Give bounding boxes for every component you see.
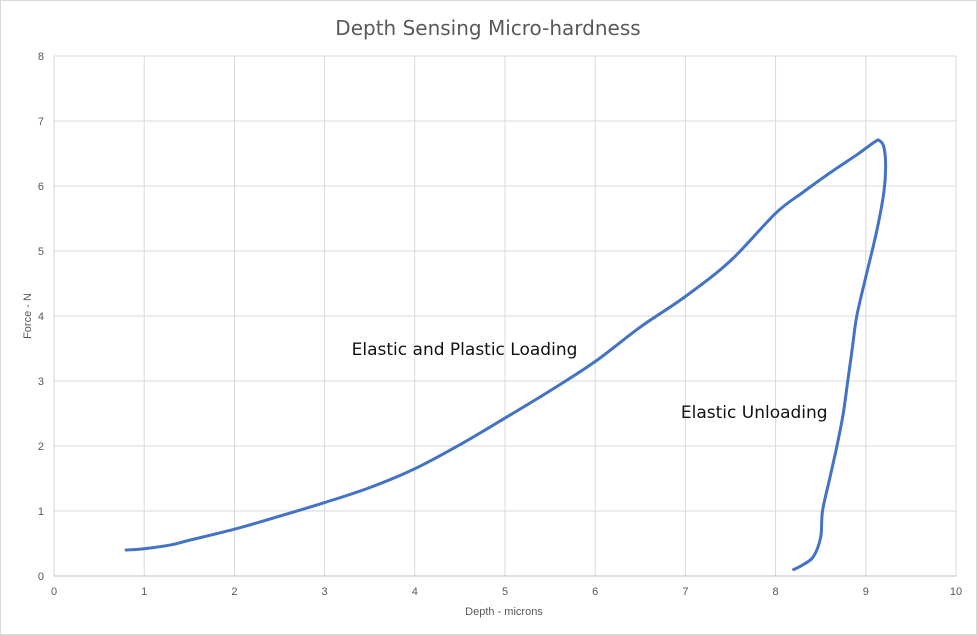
x-tick-label: 0: [51, 586, 57, 598]
x-tick-label: 2: [231, 586, 237, 598]
annotation-elastic-unloading: Elastic Unloading: [681, 403, 828, 423]
x-tick-label: 6: [592, 586, 598, 598]
y-tick-label: 8: [38, 51, 44, 63]
tick-labels: 0 1 2 3 4 5 6 7 8 9 10 0 1 2 3 4 5 6 7 8: [38, 51, 962, 598]
x-tick-label: 8: [773, 586, 779, 598]
x-tick-label: 3: [322, 586, 328, 598]
y-axis-label: Force - N: [22, 293, 34, 339]
y-tick-label: 7: [38, 116, 44, 128]
y-tick-label: 6: [38, 181, 44, 193]
chart-title: Depth Sensing Micro-hardness: [335, 16, 640, 40]
x-tick-label: 5: [502, 586, 508, 598]
x-tick-label: 1: [141, 586, 147, 598]
x-tick-label: 7: [682, 586, 688, 598]
series-line-0: [124, 138, 888, 571]
x-tick-label: 9: [863, 586, 869, 598]
y-tick-label: 3: [38, 376, 44, 388]
x-axis-label: Depth - microns: [465, 606, 543, 618]
y-tick-label: 0: [38, 571, 44, 583]
y-tick-label: 5: [38, 246, 44, 258]
annotation-elastic-plastic-loading: Elastic and Plastic Loading: [352, 340, 578, 360]
y-tick-label: 2: [38, 441, 44, 453]
series-layer: [124, 138, 888, 571]
y-tick-label: 4: [38, 311, 44, 323]
x-tick-label: 4: [412, 586, 418, 598]
gridlines: [53, 55, 957, 577]
y-tick-label: 1: [38, 506, 44, 518]
x-tick-label: 10: [950, 586, 962, 598]
